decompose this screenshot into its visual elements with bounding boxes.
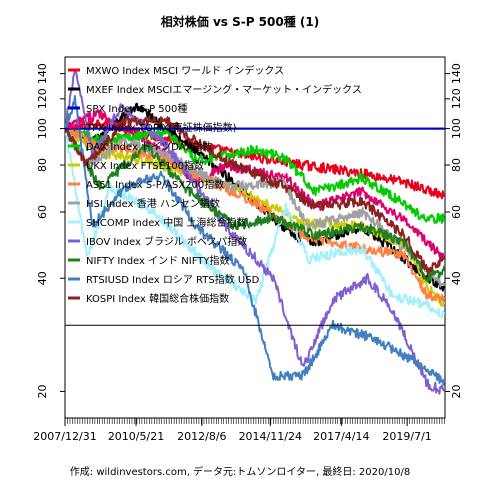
y-tick-label-left: 80 xyxy=(36,158,49,172)
y-tick-label-left: 60 xyxy=(36,205,49,219)
y-tick-label-right: 80 xyxy=(450,158,463,172)
series-line xyxy=(65,123,445,307)
y-tick-label-right: 60 xyxy=(450,205,463,219)
y-tick-label-right: 120 xyxy=(450,88,463,109)
legend-label: SPX Index S-P 500種 xyxy=(86,102,187,115)
x-tick-label: 2012/8/6 xyxy=(177,430,226,443)
x-tick-label: 2017/4/14 xyxy=(313,430,369,443)
legend-label: SHCOMP Index 中国 上海総合指数 xyxy=(86,216,246,229)
y-tick-label-right: 100 xyxy=(450,118,463,139)
y-tick-label-left: 120 xyxy=(36,88,49,109)
series-line xyxy=(65,115,445,275)
x-tick-label: 2019/7/1 xyxy=(382,430,431,443)
plot-area: 20 20 40 40 60 60 80 80 100 100 120 120 140 140 2007/1… xyxy=(33,56,463,443)
legend: MXWO Index MSCI ワールド インデックス MXEF Index MS… xyxy=(68,64,362,305)
x-tick-label: 2010/5/21 xyxy=(108,430,164,443)
series-line xyxy=(65,123,445,283)
legend-label: NIFTY Index インド NIFTY指数 xyxy=(86,254,230,267)
legend-label: IBOV Index ブラジル ボベスパ指数 xyxy=(86,235,247,248)
series-layer xyxy=(65,69,445,395)
y-tick-label-right: 140 xyxy=(450,63,463,84)
series-line xyxy=(65,124,445,304)
x-tick-label: 2014/11/24 xyxy=(239,430,302,443)
chart-title: 相対株価 vs S-P 500種 (1) xyxy=(161,14,319,29)
legend-label: MXEF Index MSCIエマージング・マーケット・インデックス xyxy=(86,83,362,96)
legend-label: AS51 Index S-P/ASX200指数 xyxy=(86,178,224,191)
plot-frame xyxy=(64,56,446,419)
series-line xyxy=(65,69,445,395)
x-tick-label: 2007/12/31 xyxy=(33,430,96,443)
y-tick-label-left: 100 xyxy=(36,118,49,139)
y-tick-label-right: 40 xyxy=(450,271,463,285)
series-line xyxy=(65,124,445,288)
legend-label: DAX Index ドイツDAX指数 xyxy=(86,140,212,153)
legend-label: KOSPI Index 韓国総合株価指数 xyxy=(86,292,229,305)
legend-label: HSI Index 香港 ハンセン指数 xyxy=(86,197,220,210)
legend-label: RTSIUSD Index ロシア RTS指数 USD xyxy=(86,273,260,286)
chart-footer: 作成: wildinvestors.com, データ元:トムソンロイター, 最終… xyxy=(70,465,410,478)
series-line xyxy=(65,125,445,224)
series-line xyxy=(65,118,445,200)
series-line xyxy=(65,95,445,386)
y-tick-label-left: 140 xyxy=(36,63,49,84)
legend-label: UKX Index FTSE100指数 xyxy=(86,159,204,172)
legend-label: MXWO Index MSCI ワールド インデックス xyxy=(86,64,284,77)
y-tick-label-right: 20 xyxy=(450,384,463,398)
legend-label: TPX Index TOPIX(東証株価指数) xyxy=(85,121,237,134)
series-line xyxy=(65,124,445,318)
y-tick-label-left: 40 xyxy=(36,271,49,285)
y-tick-label-left: 20 xyxy=(36,384,49,398)
